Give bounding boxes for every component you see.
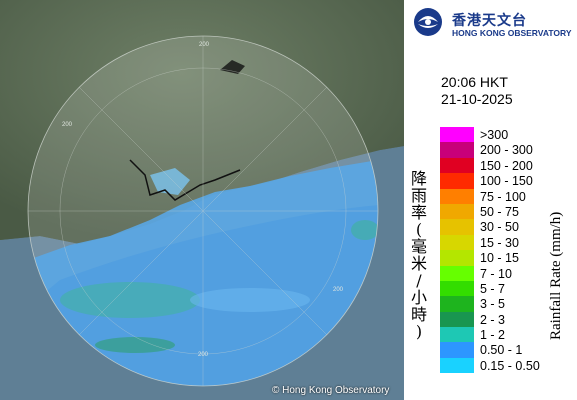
legend-item: 15 - 30 bbox=[440, 234, 570, 251]
legend-swatch bbox=[440, 219, 474, 235]
legend-range-label: 5 - 7 bbox=[480, 281, 506, 296]
radar-map: 200 200 200 200 © Hong Kong Observatory bbox=[0, 0, 404, 400]
range-label-south: 200 bbox=[198, 352, 209, 358]
rainfall-legend: >300 200 - 300 150 - 200 100 - 150 75 - 100 5… bbox=[440, 127, 570, 374]
legend-swatch bbox=[440, 280, 474, 297]
legend-range-label: 0.15 - 0.50 bbox=[480, 358, 540, 373]
legend-item: >300 bbox=[440, 127, 570, 143]
hko-logo: 香港天文台 HONG KONG OBSERVATORY bbox=[412, 6, 575, 42]
radial-grid bbox=[28, 36, 378, 386]
range-label-west: 200 bbox=[62, 122, 73, 128]
legend-sidebar: 香港天文台 HONG KONG OBSERVATORY 20:06 HKT 21… bbox=[404, 0, 577, 400]
legend-swatch bbox=[440, 188, 474, 204]
legend-item: 100 - 150 bbox=[440, 173, 570, 189]
legend-swatch bbox=[440, 327, 474, 343]
legend-swatch bbox=[440, 342, 474, 358]
legend-item: 75 - 100 bbox=[440, 188, 570, 204]
legend-range-label: 2 - 3 bbox=[480, 312, 506, 327]
legend-swatch bbox=[440, 357, 474, 374]
copyright-text: © Hong Kong Observatory bbox=[272, 385, 390, 396]
legend-range-label: 1 - 2 bbox=[480, 328, 506, 343]
legend-item: 10 - 15 bbox=[440, 250, 570, 266]
legend-swatch bbox=[440, 203, 474, 220]
legend-range-label: >300 bbox=[480, 128, 509, 142]
legend-item: 50 - 75 bbox=[440, 203, 570, 220]
legend-item: 0.15 - 0.50 bbox=[440, 357, 570, 374]
legend-item: 5 - 7 bbox=[440, 280, 570, 297]
legend-range-label: 200 - 300 bbox=[480, 143, 533, 158]
legend-title-zh: 降雨率(毫米 / 小時) bbox=[410, 169, 427, 341]
legend-range-label: 30 - 50 bbox=[480, 220, 519, 235]
legend-item: 150 - 200 bbox=[440, 157, 570, 174]
range-label-east: 200 bbox=[333, 287, 344, 293]
legend-range-label: 75 - 100 bbox=[480, 189, 526, 204]
logo-name-en: HONG KONG OBSERVATORY bbox=[452, 28, 572, 38]
legend-swatch bbox=[440, 296, 474, 312]
legend-swatch bbox=[440, 250, 474, 266]
legend-swatch bbox=[440, 157, 474, 174]
legend-range-label: 7 - 10 bbox=[480, 266, 512, 281]
mainland bbox=[0, 0, 404, 244]
legend-item: 2 - 3 bbox=[440, 311, 570, 328]
legend-swatch bbox=[440, 234, 474, 251]
legend-range-label: 10 - 15 bbox=[480, 251, 519, 266]
legend-swatch bbox=[440, 173, 474, 189]
radar-date: 21-10-2025 bbox=[441, 91, 513, 107]
legend-item: 1 - 2 bbox=[440, 327, 570, 343]
legend-title-en: Rainfall Rate (mm/h) bbox=[548, 211, 564, 340]
legend-range-label: 100 - 150 bbox=[480, 174, 533, 189]
legend-item: 7 - 10 bbox=[440, 265, 570, 281]
legend-swatch bbox=[440, 265, 474, 281]
legend-range-label: 15 - 30 bbox=[480, 235, 519, 250]
radar-time: 20:06 HKT bbox=[441, 74, 508, 90]
legend-item: 0.50 - 1 bbox=[440, 342, 570, 358]
legend-swatch bbox=[440, 311, 474, 328]
legend-item: 3 - 5 bbox=[440, 296, 570, 312]
legend-range-label: 150 - 200 bbox=[480, 158, 533, 173]
rain-echoes bbox=[28, 160, 378, 386]
range-label-north: 200 bbox=[199, 42, 210, 48]
legend-item: 200 - 300 bbox=[440, 142, 570, 158]
radar-image: 200 200 200 200 bbox=[0, 0, 404, 400]
legend-swatch bbox=[440, 127, 474, 143]
legend-item: 30 - 50 bbox=[440, 219, 570, 235]
hko-logo-icon bbox=[414, 8, 442, 36]
legend-range-label: 0.50 - 1 bbox=[480, 343, 523, 358]
logo-name-zh: 香港天文台 bbox=[452, 13, 527, 29]
legend-range-label: 50 - 75 bbox=[480, 204, 519, 219]
legend-swatch bbox=[440, 142, 474, 158]
legend-range-label: 3 - 5 bbox=[480, 297, 506, 312]
